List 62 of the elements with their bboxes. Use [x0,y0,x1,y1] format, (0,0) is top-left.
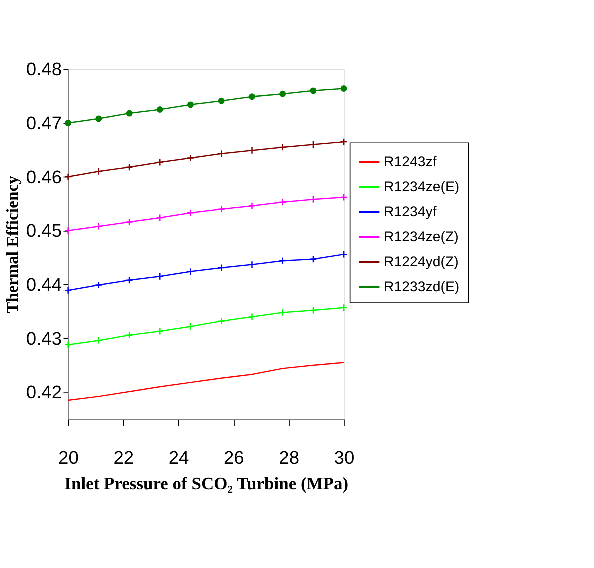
point [156,272,164,280]
point [65,120,72,126]
point [280,90,286,98]
point [248,202,256,210]
point [126,164,134,172]
x-tick-label: 20 [58,446,79,468]
point [310,140,318,149]
point [156,158,164,166]
point [218,206,226,214]
point [310,88,317,94]
point [249,94,256,100]
y-tick-label: 0.44 [26,274,62,295]
point [156,106,164,113]
point [310,256,318,264]
point [218,98,225,104]
point [340,86,348,92]
point [95,168,103,176]
x-tick-label: 28 [279,446,300,468]
x-tick-label: 26 [224,446,244,468]
y-tick-label: 0.46 [26,166,62,188]
point [186,209,195,217]
y-tick-label: 0.48 [26,58,62,80]
point [310,196,318,204]
legend-label: R1243zf [384,154,437,170]
point [126,276,134,284]
legend-label: R1234ze(E) [384,179,460,196]
legend-label: R1233zd(E) [384,279,460,296]
point [279,144,287,152]
legend-label: R1234ze(Z) [384,229,459,246]
point [186,322,195,331]
point [156,328,164,336]
point [95,336,103,345]
point [95,281,103,290]
line-series [68,362,345,402]
x-tick-label: 30 [334,446,355,468]
y-axis-title: Thermal Efficiency [3,175,22,314]
point [248,260,256,269]
point [218,264,226,272]
legend-label: R1224yd(Z) [384,254,459,270]
y-tick-label: 0.45 [26,220,62,242]
point [279,257,287,265]
point [186,268,195,276]
y-tick-label: 0.43 [26,328,62,349]
x-tick-label: 24 [168,446,190,468]
point [188,102,194,108]
point [310,306,318,314]
point [218,317,226,326]
point [126,110,133,117]
point [126,218,134,226]
y-tick-label: 0.47 [26,112,62,134]
point [156,214,164,222]
point [96,116,102,122]
point [95,222,103,230]
y-tick-label: 0.42 [26,382,62,403]
point [218,150,226,158]
point [279,198,287,206]
point [248,313,256,321]
point [126,331,134,340]
x-axis-title: Inlet Pressure of SCO₂ Turbine (MPa) [64,474,349,494]
legend-label: R1234yf [384,204,437,220]
point [279,308,287,317]
x-tick-label: 22 [114,446,134,468]
